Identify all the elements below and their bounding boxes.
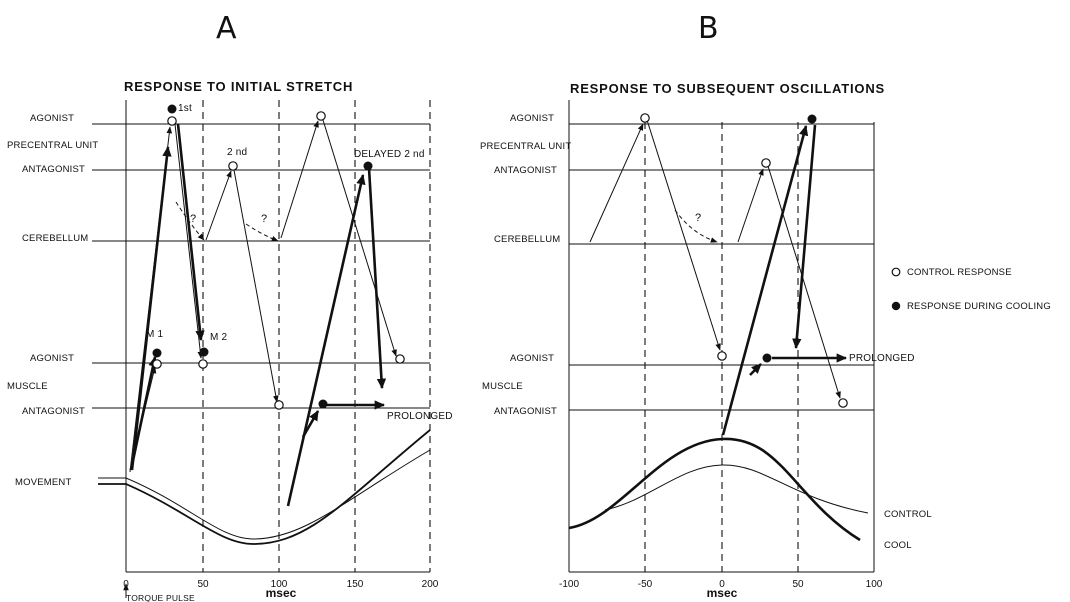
panel-b-letter: B [698,11,719,46]
row-label-b-cerebellum: CEREBELLUM [494,234,560,245]
arrow-a-cool-m2 [176,123,205,342]
question-a-2: ? [261,213,267,225]
open-circle-a-agonist [316,111,326,121]
dashed-arrow-b [674,209,718,243]
movement-control-curve [98,449,431,540]
tick-b-0: 0 [719,579,725,590]
panel-a-title: RESPONSE TO INITIAL STRETCH [124,79,353,94]
arrow-b-ctrl-up2 [737,168,764,243]
tick-a-200: 200 [422,579,439,590]
filled-circle-a-1st [167,104,177,114]
row-label-b-precentral-unit: PRECENTRAL UNIT [480,141,571,152]
arrow-a-cool-antag [301,410,320,438]
open-circle-b-agonist [640,113,650,123]
tick-a-150: 150 [347,579,364,590]
label-prolonged-a: PROLONGED [387,411,453,422]
arrow-b-cool-down [792,124,817,350]
arrow-a-cool-delayed [286,173,366,507]
legend-filled-circle [891,301,901,311]
tick-a-100: 100 [271,579,288,590]
open-circle-a-antag [274,400,284,410]
arrow-b-ctrl-down [646,119,721,351]
arrow-a-cool-m1 [129,355,158,471]
movement-b-cool-curve [568,437,861,542]
row-label-b-antagonist-top: ANTAGONIST [494,165,557,176]
open-circle-a-2nd [228,161,238,171]
tick-b-m50: -50 [638,579,653,590]
row-label-antagonist-top: ANTAGONIST [22,164,85,175]
open-circle-a-m2 [198,359,208,369]
row-label-b-muscle: MUSCLE [482,381,523,392]
movement-b-control-curve [604,464,869,514]
open-circle-b-antagonist [761,158,771,168]
arrow-b-cool-up [721,124,809,436]
arrow-a-cool-agon-muscle [367,167,387,390]
filled-circle-a-antag [318,399,328,409]
row-label-agonist-top: AGONIST [30,113,74,124]
row-label-precentral-unit: PRECENTRAL UNIT [7,140,98,151]
label-cool-curve: COOL [884,540,912,551]
row-label-antagonist-bottom: ANTAGONIST [22,406,85,417]
arrow-b-cool-short [749,363,762,376]
label-prolonged-b: PROLONGED [849,353,915,364]
arrow-b-ctrl-down2 [767,165,841,399]
open-circle-b-muscle-agonist [717,351,727,361]
filled-circle-a-delayed [363,161,373,171]
open-circle-a-1st [167,116,177,126]
filled-circle-b-agonist [807,114,817,124]
arrow-a-cool-1 [130,145,172,471]
arrow-a-ctrl-antag [233,169,279,403]
dashed-arrow-a-2 [245,223,279,242]
arrow-a-ctrl-m2 [174,123,204,359]
tick-a-50: 50 [197,579,209,590]
label-control-curve: CONTROL [884,509,932,520]
torque-pulse-label: TORQUE PULSE [126,593,195,602]
panel-b: B RESPONSE TO SUBSEQUENT OSCILLATIONS AG… [480,11,932,600]
open-circle-a-agon-late [395,354,405,364]
arrow-b-ctrl-up [589,123,644,243]
tick-b-m100: -100 [559,579,579,590]
dashed-arrow-a-1 [175,201,205,241]
label-delayed-second: DELAYED 2 nd [354,149,425,160]
row-label-muscle: MUSCLE [7,381,48,392]
panel-a: A RESPONSE TO INITIAL STRETCH AGONIST PR… [7,11,453,602]
row-label-b-agonist-top: AGONIST [510,113,554,124]
arrow-a-ctrl-2nd [205,170,232,241]
arrow-a-ctrl-agon-muscle [322,119,397,357]
question-b: ? [695,212,701,224]
legend-open-circle [891,267,901,277]
legend-response-during-cooling: RESPONSE DURING COOLING [907,301,1051,312]
label-second: 2 nd [227,147,247,158]
legend: CONTROL RESPONSE RESPONSE DURING COOLING [891,267,1051,312]
row-label-agonist-bottom: AGONIST [30,353,74,364]
open-circle-b-muscle-antagonist [838,398,848,408]
arrow-a-ctrl-agon [280,120,319,239]
tick-b-50: 50 [792,579,804,590]
question-a-1: ? [190,213,196,225]
filled-circle-a-m1 [152,348,162,358]
row-label-cerebellum: CEREBELLUM [22,233,88,244]
label-first: 1st [178,103,192,114]
panel-b-title: RESPONSE TO SUBSEQUENT OSCILLATIONS [570,81,885,96]
filled-circle-a-m2 [199,347,209,357]
legend-control-response: CONTROL RESPONSE [907,267,1012,278]
unit-b: msec [707,586,738,600]
open-circle-a-m1 [152,359,162,369]
unit-a: msec [266,586,297,600]
tick-b-100: 100 [866,579,883,590]
panel-a-letter: A [216,11,237,46]
row-label-movement: MOVEMENT [15,477,72,488]
label-m1: M 1 [146,329,164,340]
movement-cool-curve [98,429,431,545]
label-m2: M 2 [210,332,228,343]
row-label-b-antagonist-bottom: ANTAGONIST [494,406,557,417]
row-label-b-agonist-bottom: AGONIST [510,353,554,364]
filled-circle-b-muscle-agonist [762,353,772,363]
